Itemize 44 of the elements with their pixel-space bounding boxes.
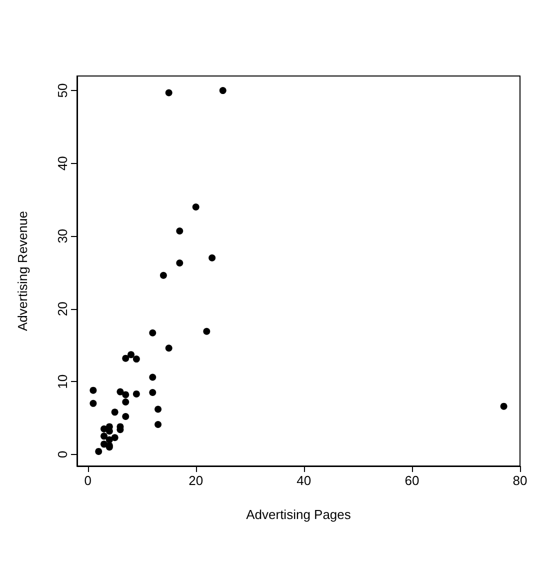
x-tick-label: 20: [188, 473, 204, 488]
point: [90, 400, 97, 407]
y-tick-label: 30: [55, 228, 70, 244]
point: [90, 386, 97, 394]
point: [149, 374, 156, 381]
point: [165, 344, 172, 352]
x-tick-label: 40: [296, 473, 312, 488]
point: [128, 351, 135, 358]
point: [100, 425, 108, 432]
point: [106, 428, 113, 435]
point: [116, 388, 124, 396]
point: [500, 402, 508, 410]
y-tick-label: 10: [55, 374, 70, 389]
point: [176, 227, 184, 234]
y-tick-label: 20: [55, 302, 70, 316]
y-tick-label: 50: [55, 83, 70, 98]
point: [122, 354, 130, 362]
x-tick-label: 0: [84, 473, 92, 488]
point: [122, 391, 130, 398]
point: [132, 356, 140, 363]
y-tick-label: 40: [55, 156, 70, 171]
y-axis-title: Advertising Revenue: [15, 211, 30, 331]
point: [111, 434, 118, 442]
point: [95, 448, 102, 455]
point: [100, 432, 108, 440]
point: [149, 329, 156, 336]
point: [122, 413, 130, 420]
point: [219, 87, 226, 94]
x-axis-title: Advertising Pages: [246, 507, 352, 522]
point: [165, 89, 172, 96]
x-tick-label: 60: [404, 473, 420, 488]
point: [176, 260, 184, 266]
point: [122, 398, 130, 406]
point: [149, 389, 156, 396]
point: [132, 390, 140, 398]
point: [111, 408, 118, 416]
point: [154, 421, 162, 428]
y-tick-label: 0: [55, 450, 70, 458]
point: [160, 272, 167, 279]
x-tick-label: 80: [512, 473, 528, 488]
point: [154, 406, 162, 413]
point: [203, 328, 210, 335]
point: [208, 254, 216, 262]
point: [192, 203, 200, 210]
